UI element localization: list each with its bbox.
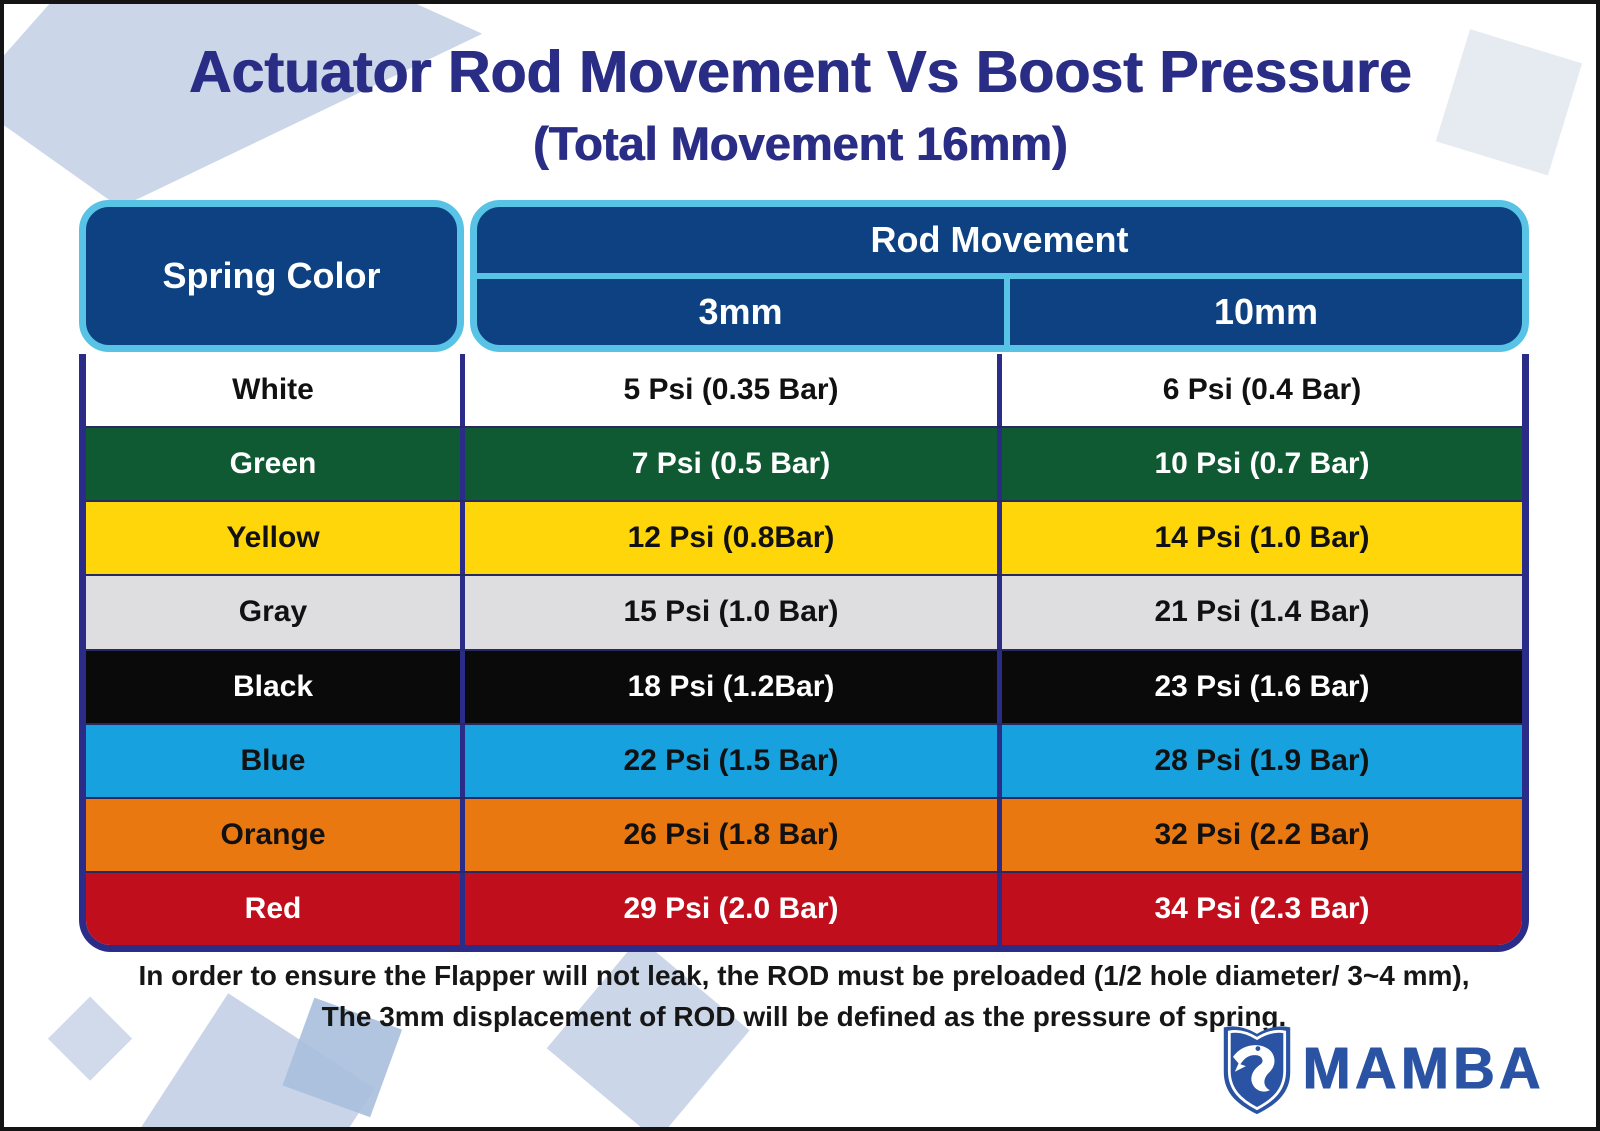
brand-name: MAMBA [1302, 1034, 1545, 1102]
psi-10mm-cell: 14 Psi (1.0 Bar) [1154, 521, 1370, 555]
psi-10mm-cell: 34 Psi (2.3 Bar) [1154, 891, 1370, 925]
psi-10mm-cell: 10 Psi (0.7 Bar) [1154, 447, 1370, 481]
psi-3mm-cell: 5 Psi (0.35 Bar) [465, 354, 1002, 427]
table-row: Black 18 Psi (1.2Bar) 23 Psi (1.6 Bar) [86, 648, 1522, 723]
mamba-shield-icon [1223, 1026, 1291, 1115]
psi-10mm-cell: 28 Psi (1.9 Bar) [1154, 743, 1370, 777]
psi-10mm-cell: 23 Psi (1.6 Bar) [1154, 669, 1370, 703]
table-row: Blue 22 Psi (1.5 Bar) 28 Psi (1.9 Bar) [86, 722, 1522, 797]
footnote: In order to ensure the Flapper will not … [44, 956, 1564, 1037]
bg-diamond-bottom-left [47, 996, 133, 1081]
psi-3mm-cell: 29 Psi (2.0 Bar) [465, 872, 1002, 945]
spring-color-cell: Yellow [86, 502, 465, 575]
footnote-line-2: The 3mm displacement of ROD will be defi… [321, 1000, 1287, 1032]
table-row: Yellow 12 Psi (0.8Bar) 14 Psi (1.0 Bar) [86, 500, 1522, 575]
table-row: Green 7 Psi (0.5 Bar) 10 Psi (0.7 Bar) [86, 426, 1522, 501]
spring-color-header-label: Spring Color [162, 255, 381, 296]
mamba-snake-icon [1233, 1045, 1275, 1092]
table-row: White 5 Psi (0.35 Bar) 6 Psi (0.4 Bar) [86, 354, 1522, 427]
brand-logo: MAMBA [1220, 1020, 1544, 1116]
rod-movement-subheader: 3mm 10mm [477, 279, 1522, 345]
table-row: Orange 26 Psi (1.8 Bar) 32 Psi (2.2 Bar) [86, 796, 1522, 871]
title-block: Actuator Rod Movement Vs Boost Pressure … [4, 38, 1596, 171]
background-shapes [4, 4, 1583, 1127]
table-row: Gray 15 Psi (1.0 Bar) 21 Psi (1.4 Bar) [86, 574, 1522, 649]
footnote-line-1: In order to ensure the Flapper will not … [138, 960, 1470, 991]
spring-color-cell: Green [86, 428, 465, 501]
spring-color-header: Spring Color [79, 200, 464, 352]
spring-color-cell: Blue [86, 724, 465, 797]
bg-square-bottom-2 [282, 997, 403, 1118]
psi-3mm-cell: 26 Psi (1.8 Bar) [465, 798, 1002, 871]
psi-3mm-cell: 15 Psi (1.0 Bar) [465, 576, 1002, 649]
spring-color-cell: Gray [86, 576, 465, 649]
rod-movement-header: Rod Movement 3mm 10mm [470, 200, 1529, 352]
table-row: Red 29 Psi (2.0 Bar) 34 Psi (2.3 Bar) [86, 870, 1522, 945]
psi-3mm-cell: 12 Psi (0.8Bar) [465, 502, 1002, 575]
page-subtitle: (Total Movement 16mm) [532, 117, 1068, 170]
psi-3mm-cell: 22 Psi (1.5 Bar) [465, 724, 1002, 797]
psi-10mm-cell: 32 Psi (2.2 Bar) [1154, 817, 1370, 851]
page-title: Actuator Rod Movement Vs Boost Pressure [188, 39, 1412, 105]
psi-3mm-cell: 7 Psi (0.5 Bar) [465, 428, 1002, 501]
bg-square-top-right [1435, 29, 1583, 176]
rod-movement-label: Rod Movement [477, 207, 1522, 279]
psi-10mm-cell: 6 Psi (0.4 Bar) [1162, 373, 1362, 407]
spring-color-cell: White [86, 354, 465, 427]
bg-square-bottom-center [546, 937, 750, 1127]
psi-3mm-cell: 18 Psi (1.2Bar) [465, 650, 1002, 723]
psi-10mm-cell: 21 Psi (1.4 Bar) [1154, 595, 1370, 629]
spring-color-cell: Red [86, 872, 465, 945]
bg-polygon-top-left [4, 4, 483, 208]
content-layer: Actuator Rod Movement Vs Boost Pressure … [4, 4, 1596, 1127]
spring-table-body: White 5 Psi (0.35 Bar) 6 Psi (0.4 Bar) Gree… [79, 354, 1529, 952]
spring-color-cell: Orange [86, 798, 465, 871]
spring-color-cell: Black [86, 650, 465, 723]
col-header-3mm: 3mm [477, 279, 1010, 345]
col-header-10mm: 10mm [1213, 291, 1319, 332]
